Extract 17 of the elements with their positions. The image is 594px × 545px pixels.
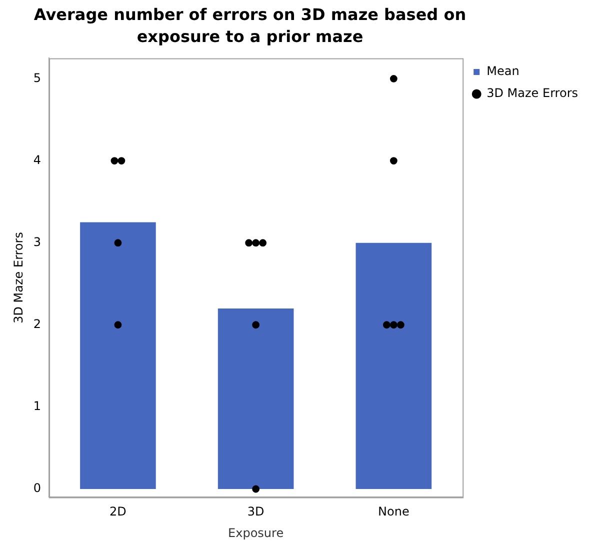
- y-tick-label: 2: [33, 317, 42, 332]
- y-tick-label: 4: [33, 152, 42, 167]
- bar: [218, 308, 294, 489]
- y-axis-title: 3D Maze Errors: [11, 232, 26, 324]
- x-tick-label: 3D: [247, 504, 264, 519]
- chart-title: Average number of errors on 3D maze based on exposure to a prior maze: [32, 4, 468, 48]
- y-tick-label: 1: [33, 399, 42, 414]
- y-tick-label: 0: [33, 481, 42, 496]
- bar: [356, 242, 432, 489]
- x-tick-label: None: [378, 504, 410, 519]
- x-axis-title: Exposure: [228, 526, 284, 540]
- x-tick-label: 2D: [110, 504, 126, 519]
- y-tick-label: 3: [33, 234, 42, 249]
- y-tick-label: 5: [33, 70, 42, 85]
- legend-label: 3D Maze Errors: [486, 86, 578, 100]
- bar: [80, 222, 156, 489]
- legend-label: Mean: [486, 64, 520, 78]
